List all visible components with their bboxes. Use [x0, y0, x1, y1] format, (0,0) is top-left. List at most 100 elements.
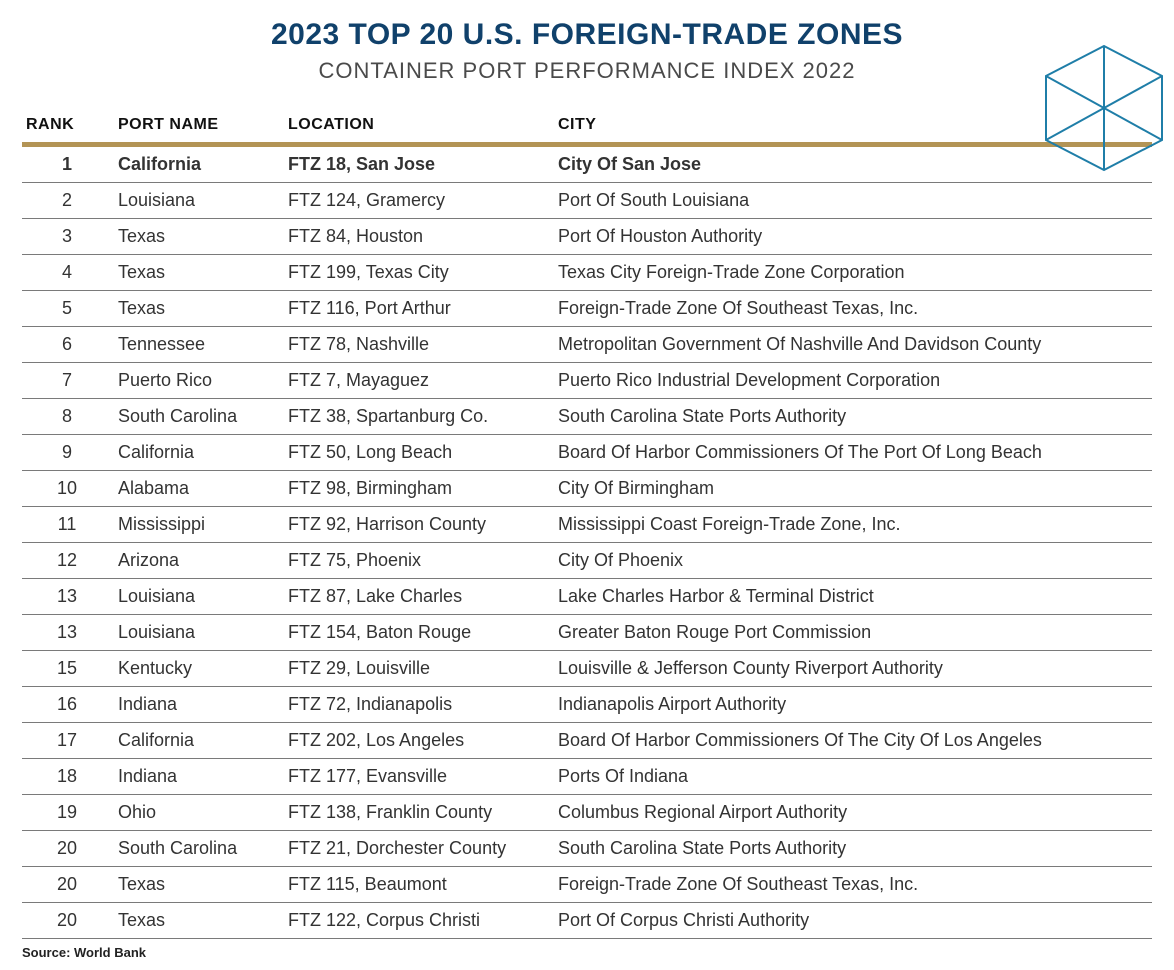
table-row: 1CaliforniaFTZ 18, San JoseCity Of San J… — [22, 145, 1152, 183]
table-row: 7Puerto RicoFTZ 7, MayaguezPuerto Rico I… — [22, 363, 1152, 399]
cell-city: South Carolina State Ports Authority — [552, 831, 1152, 867]
cell-location: FTZ 84, Houston — [282, 219, 552, 255]
page: 2023 TOP 20 U.S. FOREIGN-TRADE ZONES CON… — [0, 0, 1174, 970]
cell-city: Mississippi Coast Foreign-Trade Zone, In… — [552, 507, 1152, 543]
table-row: 13LouisianaFTZ 154, Baton RougeGreater B… — [22, 615, 1152, 651]
table-row: 16IndianaFTZ 72, IndianapolisIndianapoli… — [22, 687, 1152, 723]
cell-rank: 11 — [22, 507, 112, 543]
cell-rank: 1 — [22, 145, 112, 183]
cell-city: City Of Phoenix — [552, 543, 1152, 579]
cell-port: Mississippi — [112, 507, 282, 543]
cell-port: Indiana — [112, 687, 282, 723]
cell-location: FTZ 50, Long Beach — [282, 435, 552, 471]
cell-port: Indiana — [112, 759, 282, 795]
source-text: Source: World Bank — [22, 945, 1152, 960]
cell-city: Foreign-Trade Zone Of Southeast Texas, I… — [552, 867, 1152, 903]
cell-city: South Carolina State Ports Authority — [552, 399, 1152, 435]
cell-port: Tennessee — [112, 327, 282, 363]
table-row: 15KentuckyFTZ 29, LouisvilleLouisville &… — [22, 651, 1152, 687]
cell-location: FTZ 7, Mayaguez — [282, 363, 552, 399]
cell-location: FTZ 116, Port Arthur — [282, 291, 552, 327]
table-row: 18IndianaFTZ 177, EvansvillePorts Of Ind… — [22, 759, 1152, 795]
cell-city: Lake Charles Harbor & Terminal District — [552, 579, 1152, 615]
table-header-row: RANK PORT NAME LOCATION CITY — [22, 108, 1152, 145]
cell-rank: 16 — [22, 687, 112, 723]
cell-rank: 18 — [22, 759, 112, 795]
cell-port: Texas — [112, 903, 282, 939]
cell-city: City Of San Jose — [552, 145, 1152, 183]
cell-rank: 6 — [22, 327, 112, 363]
cell-rank: 12 — [22, 543, 112, 579]
col-city-header: CITY — [552, 108, 1152, 145]
cell-location: FTZ 29, Louisville — [282, 651, 552, 687]
cell-rank: 13 — [22, 579, 112, 615]
cell-location: FTZ 87, Lake Charles — [282, 579, 552, 615]
cell-rank: 19 — [22, 795, 112, 831]
cell-rank: 17 — [22, 723, 112, 759]
cell-location: FTZ 177, Evansville — [282, 759, 552, 795]
cell-port: Kentucky — [112, 651, 282, 687]
cell-location: FTZ 75, Phoenix — [282, 543, 552, 579]
col-location-header: LOCATION — [282, 108, 552, 145]
col-port-header: PORT NAME — [112, 108, 282, 145]
table-row: 10AlabamaFTZ 98, BirminghamCity Of Birmi… — [22, 471, 1152, 507]
cell-port: Louisiana — [112, 615, 282, 651]
cell-rank: 20 — [22, 867, 112, 903]
cell-location: FTZ 154, Baton Rouge — [282, 615, 552, 651]
cell-location: FTZ 38, Spartanburg Co. — [282, 399, 552, 435]
cell-city: Ports Of Indiana — [552, 759, 1152, 795]
table-row: 20South CarolinaFTZ 21, Dorchester Count… — [22, 831, 1152, 867]
cell-port: California — [112, 435, 282, 471]
cell-city: City Of Birmingham — [552, 471, 1152, 507]
cell-port: Texas — [112, 219, 282, 255]
cell-location: FTZ 202, Los Angeles — [282, 723, 552, 759]
cell-port: Ohio — [112, 795, 282, 831]
cell-port: Puerto Rico — [112, 363, 282, 399]
table-row: 4TexasFTZ 199, Texas CityTexas City Fore… — [22, 255, 1152, 291]
cell-rank: 3 — [22, 219, 112, 255]
cell-port: California — [112, 145, 282, 183]
table-body: 1CaliforniaFTZ 18, San JoseCity Of San J… — [22, 145, 1152, 939]
table-row: 9CaliforniaFTZ 50, Long BeachBoard Of Ha… — [22, 435, 1152, 471]
cell-location: FTZ 199, Texas City — [282, 255, 552, 291]
cell-city: Puerto Rico Industrial Development Corpo… — [552, 363, 1152, 399]
cell-port: Texas — [112, 291, 282, 327]
table-row: 5TexasFTZ 116, Port ArthurForeign-Trade … — [22, 291, 1152, 327]
cell-location: FTZ 18, San Jose — [282, 145, 552, 183]
cell-location: FTZ 72, Indianapolis — [282, 687, 552, 723]
col-rank-header: RANK — [22, 108, 112, 145]
table-row: 19OhioFTZ 138, Franklin CountyColumbus R… — [22, 795, 1152, 831]
cell-port: South Carolina — [112, 399, 282, 435]
table-row: 20TexasFTZ 115, BeaumontForeign-Trade Zo… — [22, 867, 1152, 903]
cell-city: Board Of Harbor Commissioners Of The Cit… — [552, 723, 1152, 759]
cell-rank: 9 — [22, 435, 112, 471]
cell-port: Louisiana — [112, 579, 282, 615]
cell-city: Greater Baton Rouge Port Commission — [552, 615, 1152, 651]
cell-city: Texas City Foreign-Trade Zone Corporatio… — [552, 255, 1152, 291]
table-row: 12ArizonaFTZ 75, PhoenixCity Of Phoenix — [22, 543, 1152, 579]
cell-rank: 13 — [22, 615, 112, 651]
cell-rank: 2 — [22, 183, 112, 219]
cell-port: Texas — [112, 867, 282, 903]
cell-rank: 10 — [22, 471, 112, 507]
cell-city: Foreign-Trade Zone Of Southeast Texas, I… — [552, 291, 1152, 327]
cell-location: FTZ 78, Nashville — [282, 327, 552, 363]
cell-rank: 7 — [22, 363, 112, 399]
table-row: 20TexasFTZ 122, Corpus ChristiPort Of Co… — [22, 903, 1152, 939]
cell-city: Port Of South Louisiana — [552, 183, 1152, 219]
cell-port: California — [112, 723, 282, 759]
cell-location: FTZ 138, Franklin County — [282, 795, 552, 831]
cell-location: FTZ 122, Corpus Christi — [282, 903, 552, 939]
cell-city: Port Of Houston Authority — [552, 219, 1152, 255]
cell-rank: 15 — [22, 651, 112, 687]
cell-location: FTZ 115, Beaumont — [282, 867, 552, 903]
page-title: 2023 TOP 20 U.S. FOREIGN-TRADE ZONES — [22, 18, 1152, 52]
cell-location: FTZ 21, Dorchester County — [282, 831, 552, 867]
table-row: 6TennesseeFTZ 78, NashvilleMetropolitan … — [22, 327, 1152, 363]
cell-port: Louisiana — [112, 183, 282, 219]
cell-port: South Carolina — [112, 831, 282, 867]
cell-location: FTZ 92, Harrison County — [282, 507, 552, 543]
cell-port: Alabama — [112, 471, 282, 507]
table-row: 8South CarolinaFTZ 38, Spartanburg Co.So… — [22, 399, 1152, 435]
cell-rank: 20 — [22, 903, 112, 939]
